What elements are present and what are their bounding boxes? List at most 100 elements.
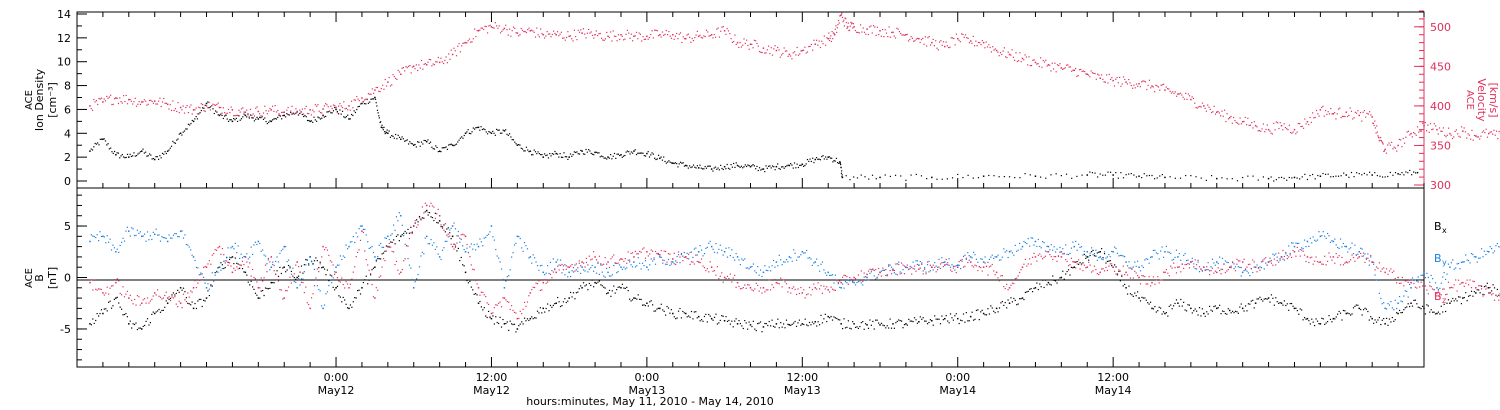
by-series-sample	[1289, 252, 1291, 255]
bx-series-sample	[666, 305, 668, 308]
bx-series-sample	[1172, 305, 1175, 307]
bz-series-sample	[251, 268, 254, 271]
by-series-point-102	[1410, 287, 1412, 289]
bz-series-point-104	[1436, 292, 1438, 294]
bz-series-point-24	[400, 271, 402, 274]
bx-series-sample	[217, 267, 219, 269]
bz-series-sample	[394, 264, 396, 266]
velocity-series-sample	[321, 112, 323, 114]
bx-series-sample	[526, 318, 529, 320]
velocity-series-sample	[536, 27, 538, 29]
density-series-sample	[347, 114, 349, 116]
velocity-series-sample	[922, 37, 924, 40]
by-series-sample	[987, 261, 989, 264]
bx-series-sample	[1257, 298, 1260, 300]
velocity-series-sample	[1236, 122, 1239, 124]
bz-series-sample	[397, 269, 399, 271]
by-series-sample	[1102, 258, 1104, 261]
velocity-series-sample	[1173, 92, 1175, 95]
bx-series-sample	[1062, 270, 1064, 272]
density-series-sample	[279, 115, 281, 117]
velocity-series-sample	[111, 103, 113, 106]
velocity-series-sample	[768, 45, 770, 47]
density-series-point-48	[697, 167, 700, 169]
bz-series-sample	[105, 292, 107, 294]
bx-series-sample	[139, 327, 141, 329]
by-series-point-58	[840, 287, 842, 289]
velocity-series-sample	[483, 28, 485, 31]
bz-series-sample	[254, 278, 257, 280]
velocity-series-sample	[305, 105, 307, 107]
by-series-sample	[1213, 262, 1215, 264]
bx-series-point-63	[905, 323, 907, 325]
by-series-sample	[772, 259, 775, 262]
bx-series-sample	[913, 317, 916, 319]
top-ytick-label-0: 0	[64, 175, 71, 188]
bx-series-sample	[237, 263, 239, 265]
velocity-series-sample	[1055, 71, 1057, 73]
velocity-series-sample	[783, 47, 785, 49]
velocity-series-sample	[847, 22, 849, 24]
velocity-series-sample	[1056, 64, 1059, 66]
density-series-sample	[98, 144, 100, 146]
bx-series-sample	[936, 318, 939, 320]
velocity-series-sample	[1481, 131, 1483, 133]
velocity-series-sample	[951, 37, 954, 39]
by-series-sample	[1338, 247, 1340, 250]
bx-series-sample	[403, 232, 405, 235]
velocity-series-sample	[389, 85, 392, 87]
bx-series-sample	[1455, 298, 1457, 300]
density-series-point-60	[841, 176, 844, 179]
bx-series-sample	[595, 282, 598, 284]
bz-series-sample	[534, 286, 536, 289]
velocity-series-sample	[407, 65, 410, 67]
bx-series-sample	[882, 324, 884, 326]
density-series-sample	[828, 156, 830, 158]
bx-series-sample	[1006, 307, 1008, 309]
velocity-series-sample	[844, 17, 846, 19]
bx-series-sample	[123, 313, 126, 316]
velocity-series-point-89	[1216, 111, 1218, 113]
by-series-sample	[152, 231, 154, 233]
bz-series-point-56	[814, 287, 817, 289]
by-series-sample	[738, 259, 740, 261]
bx-series-sample	[136, 328, 139, 331]
velocity-series-sample	[819, 46, 822, 49]
density-series-sample	[726, 163, 728, 166]
bx-series-sample	[1381, 319, 1383, 321]
velocity-series-sample	[297, 113, 300, 116]
bx-series-sample	[1210, 309, 1212, 311]
bz-series-sample	[721, 272, 723, 274]
bz-series-point-81	[1138, 276, 1140, 279]
velocity-series-point-16	[296, 110, 298, 113]
bz-series-sample	[276, 279, 278, 281]
density-series-sample	[1019, 177, 1021, 179]
by-series-sample	[1315, 240, 1317, 242]
velocity-series-sample	[708, 35, 710, 37]
bx-series-sample	[1295, 307, 1297, 309]
velocity-series-sample	[1147, 84, 1149, 86]
by-series-sample	[410, 267, 412, 269]
bx-series-sample	[1361, 314, 1363, 316]
bz-series-point-45	[672, 258, 674, 260]
density-series-sample	[1301, 176, 1303, 178]
bx-series-sample	[650, 300, 652, 302]
by-series-sample	[367, 241, 369, 243]
density-series-sample	[1280, 176, 1283, 178]
by-series-point-17	[309, 256, 311, 258]
velocity-series-sample	[972, 35, 974, 38]
bottom-left-y-axis: 50-5	[60, 194, 87, 361]
bx-series-sample	[873, 328, 875, 330]
velocity-series-sample	[229, 111, 231, 114]
bx-series-sample	[1243, 310, 1245, 312]
velocity-series-sample	[1002, 50, 1004, 52]
density-series-sample	[378, 117, 381, 119]
bz-series-sample	[797, 288, 799, 290]
density-series-sample	[185, 128, 187, 130]
bx-series-sample	[831, 319, 834, 321]
by-series-sample	[1016, 250, 1018, 252]
bx-series-point-94	[1306, 317, 1309, 320]
bz-series-point-21	[361, 230, 363, 232]
velocity-series-sample	[1314, 116, 1316, 119]
bz-series-sample	[664, 250, 667, 253]
